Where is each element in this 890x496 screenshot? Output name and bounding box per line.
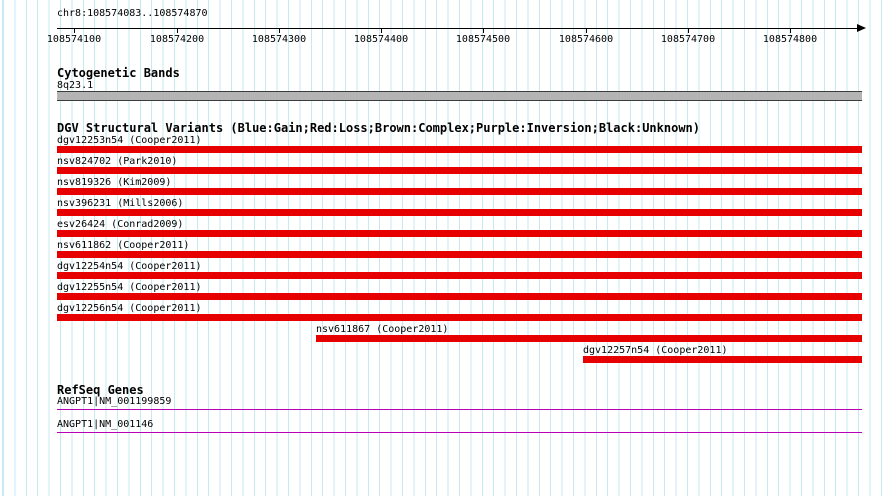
- variant-row: nsv396231 (Mills2006): [0, 198, 890, 219]
- variant-bar[interactable]: [57, 188, 862, 195]
- ruler-tick: [381, 28, 382, 33]
- ruler-tick: [279, 28, 280, 33]
- variant-bar[interactable]: [583, 356, 862, 363]
- variant-row: nsv819326 (Kim2009): [0, 177, 890, 198]
- ruler: 108574100 108574200 108574300 108574400 1085…: [0, 0, 890, 50]
- ruler-tick: [790, 28, 791, 33]
- variant-row: dgv12257n54 (Cooper2011): [0, 345, 890, 366]
- ruler-tick-label: 108574700: [660, 34, 716, 45]
- ruler-tick: [177, 28, 178, 33]
- ruler-tick: [688, 28, 689, 33]
- variant-row: nsv611867 (Cooper2011): [0, 324, 890, 345]
- variant-row: dgv12254n54 (Cooper2011): [0, 261, 890, 282]
- gene-row: ANGPT1|NM_001199859: [0, 396, 890, 419]
- cytoband-label[interactable]: 8q23.1: [57, 80, 94, 91]
- ruler-right-arrow-icon: [857, 24, 866, 32]
- variant-bar[interactable]: [57, 314, 862, 321]
- ruler-tick-label: 108574500: [455, 34, 511, 45]
- variant-row: esv26424 (Conrad2009): [0, 219, 890, 240]
- ruler-tick-label: 108574600: [558, 34, 614, 45]
- variant-bar[interactable]: [316, 335, 862, 342]
- variant-row: nsv611862 (Cooper2011): [0, 240, 890, 261]
- ruler-tick: [483, 28, 484, 33]
- variant-row: dgv12255n54 (Cooper2011): [0, 282, 890, 303]
- variant-row: dgv12253n54 (Cooper2011): [0, 135, 890, 156]
- variant-label[interactable]: nsv611867 (Cooper2011): [316, 324, 449, 335]
- gene-line[interactable]: [57, 432, 862, 433]
- variant-label[interactable]: dgv12255n54 (Cooper2011): [57, 282, 202, 293]
- ruler-tick-label: 108574200: [149, 34, 205, 45]
- ruler-tick-label: 108574300: [251, 34, 307, 45]
- dgv-track-title: DGV Structural Variants (Blue:Gain;Red:L…: [57, 121, 700, 135]
- variant-label[interactable]: nsv819326 (Kim2009): [57, 177, 172, 188]
- cytoband-rect[interactable]: [57, 91, 862, 101]
- variant-label[interactable]: dgv12256n54 (Cooper2011): [57, 303, 202, 314]
- variant-label[interactable]: esv26424 (Conrad2009): [57, 219, 184, 230]
- ruler-line: [57, 28, 857, 29]
- cytobands-title: Cytogenetic Bands: [57, 66, 180, 80]
- variant-row: dgv12256n54 (Cooper2011): [0, 303, 890, 324]
- gene-line[interactable]: [57, 409, 862, 410]
- variant-label[interactable]: dgv12257n54 (Cooper2011): [583, 345, 728, 356]
- variant-bar[interactable]: [57, 146, 862, 153]
- region-label: chr8:108574083..108574870: [57, 8, 208, 19]
- variant-label[interactable]: nsv611862 (Cooper2011): [57, 240, 190, 251]
- gene-row: ANGPT1|NM_001146: [0, 419, 890, 442]
- ruler-tick: [586, 28, 587, 33]
- refseq-track-title: RefSeq Genes: [57, 383, 144, 397]
- variant-bar[interactable]: [57, 230, 862, 237]
- gene-label[interactable]: ANGPT1|NM_001146: [57, 419, 154, 430]
- variant-label[interactable]: nsv396231 (Mills2006): [57, 198, 184, 209]
- variant-bar[interactable]: [57, 209, 862, 216]
- variant-bar[interactable]: [57, 251, 862, 258]
- variant-bar[interactable]: [57, 293, 862, 300]
- ruler-tick: [74, 28, 75, 33]
- ruler-tick-label: 108574800: [762, 34, 818, 45]
- variant-bar[interactable]: [57, 167, 862, 174]
- variant-bar[interactable]: [57, 272, 862, 279]
- gene-label[interactable]: ANGPT1|NM_001199859: [57, 396, 172, 407]
- ruler-tick-label: 108574100: [46, 34, 102, 45]
- variant-label[interactable]: dgv12254n54 (Cooper2011): [57, 261, 202, 272]
- variant-label[interactable]: nsv824702 (Park2010): [57, 156, 178, 167]
- variant-label[interactable]: dgv12253n54 (Cooper2011): [57, 135, 202, 146]
- ruler-tick-label: 108574400: [353, 34, 409, 45]
- variant-row: nsv824702 (Park2010): [0, 156, 890, 177]
